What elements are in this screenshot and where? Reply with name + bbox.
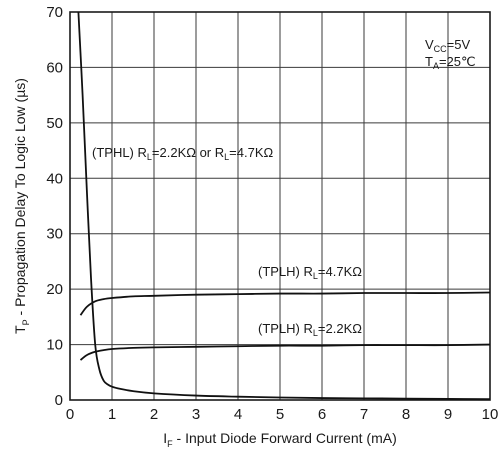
series-label-tplh-4k7-p2: =4.7KΩ [318, 264, 362, 279]
x-tick-label: 9 [444, 406, 452, 423]
y-tick-label: 20 [46, 281, 63, 298]
x-tick-labels: 0 1 2 3 4 5 6 7 8 9 10 [66, 406, 499, 423]
y-tick-label: 50 [46, 115, 63, 132]
x-tick-label: 4 [234, 406, 242, 423]
condition-vcc: VCC=5V [425, 37, 470, 54]
x-axis-title: IF - Input Diode Forward Current (mA) [163, 430, 396, 449]
series-label-tplh-4k7: (TPLH) RL=4.7KΩ [258, 264, 362, 281]
y-axis-title-sub: P [21, 319, 31, 325]
y-tick-label: 30 [46, 226, 63, 243]
series-label-tplh-2k2-p2: =2.2KΩ [318, 321, 362, 336]
series-label-tphl-p0: (TPHL) R [92, 145, 147, 160]
condition-vcc-main: V [425, 37, 434, 52]
x-tick-label: 8 [402, 406, 410, 423]
series-label-tphl-p3: L [224, 152, 229, 162]
series-label-tplh-2k2-p1: L [313, 328, 318, 338]
series-label-tplh-4k7-p1: L [313, 271, 318, 281]
series-label-tphl-p2: =2.2KΩ or R [152, 145, 224, 160]
series-label-tplh-2k2-p0: (TPLH) R [258, 321, 313, 336]
condition-vcc-rest: =5V [447, 37, 471, 52]
condition-vcc-sub: CC [434, 44, 447, 54]
y-tick-label: 0 [55, 392, 63, 409]
condition-ta: TA=25℃ [425, 54, 476, 71]
condition-ta-rest: =25℃ [439, 54, 476, 69]
y-tick-label: 60 [46, 59, 63, 76]
y-tick-label: 10 [46, 337, 63, 354]
condition-ta-main: T [425, 54, 433, 69]
series-lines [77, 11, 491, 401]
series-label-tplh-4k7-p0: (TPLH) R [258, 264, 313, 279]
series-label-tphl-p1: L [147, 152, 152, 162]
x-tick-label: 0 [66, 406, 74, 423]
series-line-tphl [77, 11, 491, 401]
x-tick-label: 3 [192, 406, 200, 423]
y-axis-title-rest: - Propagation Delay To Logic Low (µs) [12, 78, 28, 319]
x-tick-label: 6 [318, 406, 326, 423]
series-label-tplh-2k2: (TPLH) RL=2.2KΩ [258, 321, 362, 338]
x-axis-title-main: I [163, 430, 167, 446]
y-axis-title-main: T [12, 325, 28, 334]
series-line-tplh-2k2 [79, 343, 491, 361]
x-tick-label: 2 [150, 406, 158, 423]
x-tick-label: 10 [482, 406, 499, 423]
x-axis-title-rest: - Input Diode Forward Current (mA) [173, 430, 397, 446]
x-axis-title-sub: F [167, 439, 173, 449]
plot-frame [69, 11, 491, 401]
x-tick-label: 5 [276, 406, 284, 423]
condition-ta-sub: A [433, 61, 439, 71]
series-label-tphl-p4: =4.7KΩ [229, 145, 273, 160]
y-tick-label: 40 [46, 170, 63, 187]
x-tick-label: 1 [108, 406, 116, 423]
series-label-tphl: (TPHL) RL=2.2KΩ or RL=4.7KΩ [92, 145, 273, 162]
x-tick-label: 7 [360, 406, 368, 423]
series-line-tplh-4k7 [79, 291, 491, 316]
y-tick-label: 70 [46, 4, 63, 21]
y-axis-title: TP - Propagation Delay To Logic Low (µs) [12, 78, 31, 334]
y-tick-labels: 0 10 20 30 40 50 60 70 [46, 4, 63, 409]
